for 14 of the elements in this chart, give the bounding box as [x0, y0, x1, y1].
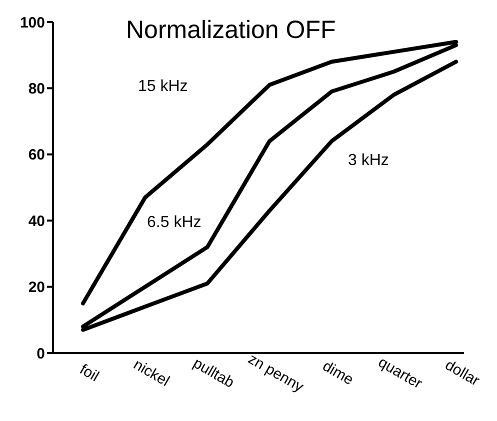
- annotation: 15 kHz: [138, 78, 188, 96]
- x-tick-label: nickel: [130, 356, 172, 390]
- y-tick-label: 40: [28, 212, 45, 230]
- x-tick-label: dollar: [442, 356, 482, 390]
- chart-title: Normalization OFF: [126, 16, 336, 45]
- y-tick-label: 80: [28, 80, 45, 98]
- y-tick-label: 60: [28, 146, 45, 164]
- x-tick-label: foil: [76, 360, 102, 386]
- y-tick-label: 0: [36, 345, 45, 362]
- y-tick-label: 100: [20, 14, 45, 32]
- y-tick-label: 20: [28, 279, 45, 296]
- x-tick-label: dime: [320, 358, 356, 389]
- annotation: 6.5 kHz: [147, 214, 202, 232]
- annotation: 3 kHz: [348, 152, 389, 170]
